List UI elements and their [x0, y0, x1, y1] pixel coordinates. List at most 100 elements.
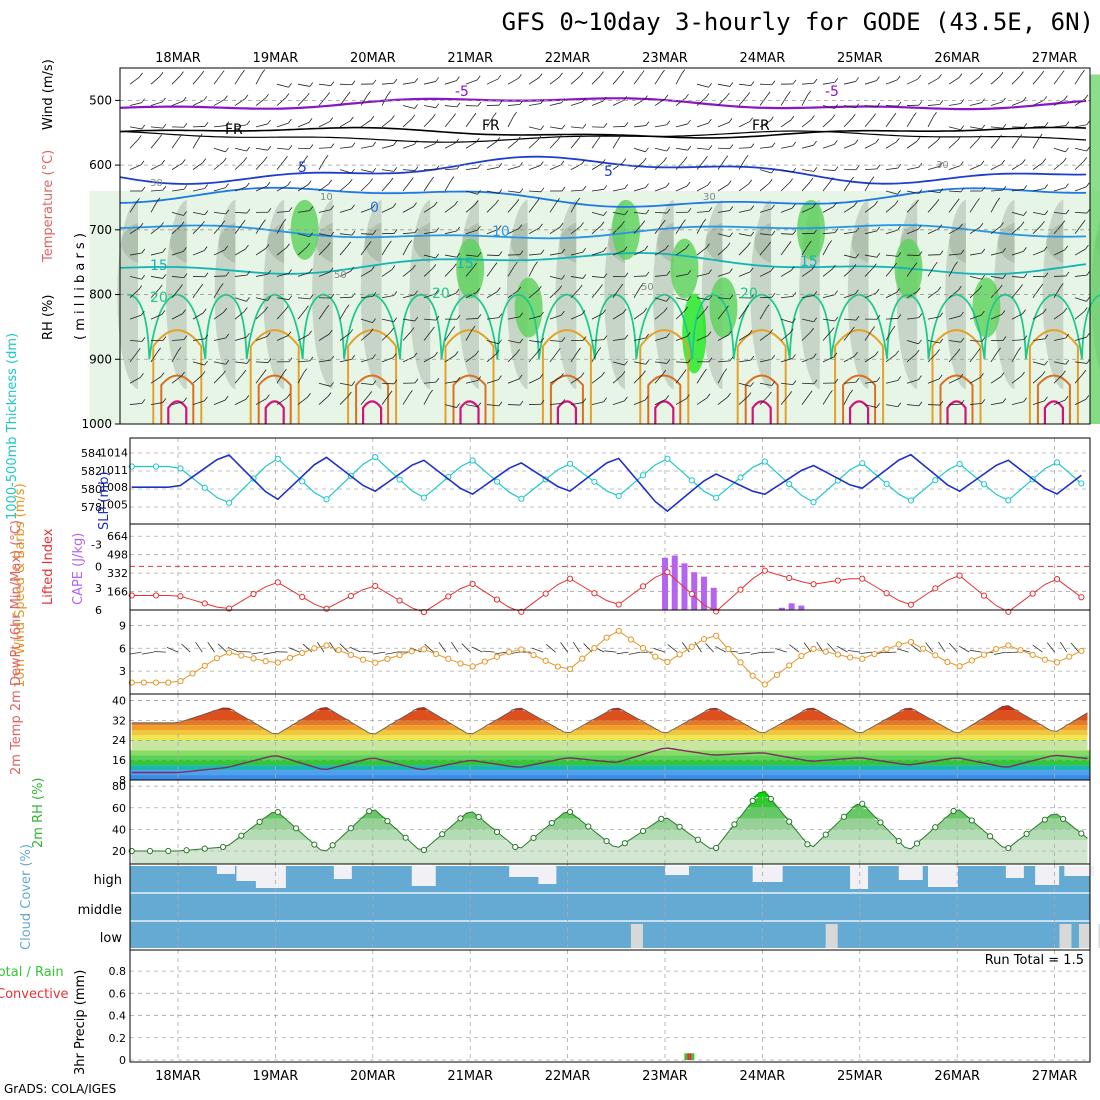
wind-barb — [780, 119, 792, 128]
wind-barb — [234, 336, 247, 341]
wind-barb-flag — [392, 203, 397, 208]
wind-speed-line-point — [859, 655, 866, 662]
wind-speed-line-point — [591, 644, 598, 652]
wind-barb — [1074, 311, 1085, 320]
wind-barb — [1032, 162, 1043, 170]
wind-barb-flag — [937, 136, 941, 141]
wind-barb — [885, 318, 899, 320]
wind-barb — [192, 224, 202, 234]
wind-barb — [1074, 73, 1082, 85]
wind-barb-flag — [830, 177, 834, 182]
wind-speed-line-point — [445, 655, 452, 662]
lifted-index-line-point — [396, 597, 403, 604]
wind-barb — [948, 352, 958, 363]
cape-bar — [798, 605, 805, 610]
wind-barb — [948, 265, 955, 277]
wind-barb — [927, 203, 937, 213]
wind-barb — [297, 83, 310, 87]
wind-barb — [969, 649, 982, 653]
wind-barb — [234, 124, 247, 128]
wind-barb — [1053, 161, 1064, 170]
wind-barb-flag — [813, 291, 818, 296]
wind-barb — [360, 382, 373, 386]
wind-barb-flag — [1060, 70, 1065, 75]
thickness-line-point — [372, 453, 379, 461]
wind-barb — [885, 329, 893, 341]
wind-barb-flag — [1002, 247, 1006, 253]
wind-barb-flag — [1023, 247, 1027, 252]
wind-barb-flag — [204, 184, 209, 189]
wind-barb — [717, 372, 725, 384]
contour-label: 10 — [320, 192, 333, 203]
wind-barb — [360, 95, 368, 106]
contour-label: 5 — [604, 164, 613, 180]
wind-speed-line-point — [883, 646, 890, 653]
rh-line-point — [840, 813, 848, 820]
wind-barb — [129, 402, 142, 405]
wind-barb-flag — [414, 166, 419, 171]
wind-barb — [759, 308, 767, 320]
wind-barb-flag — [245, 395, 250, 400]
wind-barb-flag — [938, 374, 943, 380]
wind-barb — [438, 642, 447, 653]
contour-label: 15 — [456, 256, 474, 272]
wind-barb-flag — [561, 275, 565, 280]
wind-barb-flag — [769, 329, 774, 334]
wind-barb — [192, 312, 204, 320]
wind-barb-flag — [262, 219, 266, 224]
wind-speed-line-point — [907, 638, 915, 646]
wind-speed-line-point — [1053, 659, 1061, 666]
wind-barb — [339, 169, 352, 174]
wind-barb-flag — [183, 247, 187, 252]
wind-barb-flag — [498, 313, 503, 318]
wind-barb-flag — [267, 207, 272, 213]
wind-speed-line-point — [177, 677, 184, 685]
precip-legend-total: Total / Rain — [0, 965, 64, 980]
thickness-line-point — [810, 499, 817, 506]
wind-barb — [150, 163, 162, 170]
rh-line-point — [1060, 815, 1067, 823]
wind-barb — [192, 211, 205, 216]
li-tick-label: -3 — [91, 539, 102, 552]
wind-barb — [1053, 249, 1065, 256]
rh-line-point — [311, 841, 318, 848]
thickness-line-point — [177, 465, 184, 472]
wind-barb-flag — [876, 315, 881, 320]
wind-barb — [227, 646, 240, 653]
wind-barb-flag — [1085, 395, 1090, 400]
wind-barb-flag — [811, 265, 816, 270]
wind-barb — [675, 297, 688, 301]
wind-barb — [696, 297, 709, 301]
wind-barb — [780, 233, 794, 235]
rh-line-point — [347, 825, 354, 832]
wind-barb-flag — [198, 133, 203, 139]
wind-barb — [780, 395, 790, 405]
lifted-index-label: Lifted Index — [41, 528, 56, 605]
rh-line-point — [1023, 830, 1030, 837]
wind-barb — [381, 382, 395, 385]
wind-speed-line-point — [226, 649, 233, 656]
wind-barb — [171, 75, 181, 85]
wind-barb — [822, 181, 831, 192]
wind-barb-flag — [435, 165, 440, 170]
thickness-line-point — [859, 460, 866, 467]
temperature-contour-35 — [556, 400, 577, 424]
wind-barb-flag — [997, 347, 1001, 353]
wind-barb — [1053, 311, 1064, 320]
wind-barb-flag — [495, 199, 499, 205]
wind-barb-flag — [771, 381, 776, 386]
wind-barb — [1011, 188, 1024, 192]
wind-barb-flag — [179, 284, 183, 289]
wind-barb-flag — [452, 113, 456, 118]
wind-barb — [129, 276, 142, 280]
lifted-index-line-point — [956, 572, 963, 579]
wind-barb-flag — [980, 310, 985, 316]
precip-tick-label: 0.2 — [109, 1032, 127, 1045]
wind-barb — [948, 377, 961, 384]
wind-barb — [297, 184, 309, 192]
wind-barb — [423, 381, 436, 384]
wind-barb-flag — [666, 297, 670, 302]
wind-speed-line-point — [895, 641, 902, 648]
contour-label: 5 — [298, 160, 307, 176]
wind-barb — [1074, 373, 1084, 384]
